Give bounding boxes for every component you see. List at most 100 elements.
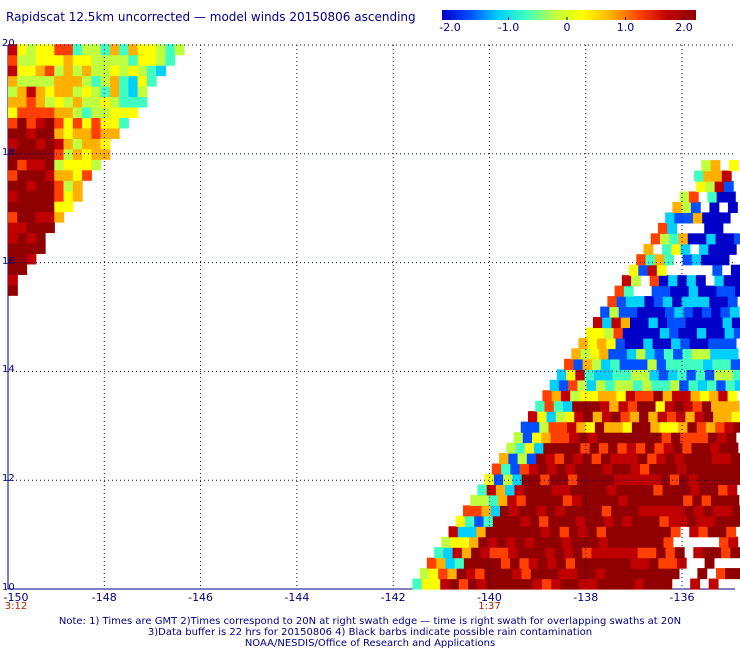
heatmap-cell [541, 432, 552, 444]
heatmap-cell [638, 505, 649, 517]
heatmap-cell [26, 54, 37, 66]
heatmap-cell [547, 463, 558, 475]
heatmap-cell [730, 264, 740, 276]
heatmap-cell [634, 578, 645, 590]
heatmap-cell [557, 421, 568, 433]
heatmap-cell [607, 296, 618, 308]
heatmap-cell [564, 358, 574, 370]
heatmap-cell [497, 494, 508, 506]
heatmap-cell [650, 515, 661, 527]
heatmap-cell [17, 75, 28, 87]
heatmap-cell [647, 264, 658, 276]
heatmap-cell [419, 568, 430, 580]
heatmap-cell [508, 453, 519, 465]
heatmap-cell [609, 400, 620, 412]
heatmap-cell [606, 578, 617, 590]
heatmap-cell [35, 211, 46, 223]
x-tick-label: -144 [284, 591, 310, 604]
heatmap-cell [35, 127, 46, 139]
heatmap-cell [447, 568, 458, 580]
heatmap-cell [690, 484, 701, 496]
swath-time-label: 1:37 [478, 601, 501, 612]
heatmap-cell [699, 484, 710, 496]
heatmap-cell [109, 75, 120, 87]
heatmap-cell [570, 536, 581, 548]
heatmap-cell [549, 568, 560, 580]
swath-time-label: 3:12 [4, 601, 28, 612]
heatmap-cell [643, 243, 654, 255]
heatmap-cell [679, 191, 690, 203]
x-tick-label: -142 [380, 591, 406, 604]
heatmap-cell [524, 442, 535, 454]
heatmap-cell [565, 557, 576, 569]
heatmap-cell [26, 201, 37, 213]
heatmap-cell [520, 421, 531, 433]
heatmap-cell [702, 212, 713, 224]
heatmap-cell [54, 180, 65, 192]
heatmap-cell [63, 127, 74, 139]
heatmap-cell [682, 442, 693, 454]
heatmap-cell [72, 159, 83, 171]
heatmap-cell [568, 379, 579, 391]
heatmap-cell [527, 411, 538, 423]
heatmap-cell [688, 379, 699, 391]
heatmap-cell [509, 505, 520, 517]
heatmap-cell [628, 358, 639, 370]
heatmap-cell [725, 473, 736, 485]
heatmap-cell [8, 263, 18, 275]
heatmap-cell [440, 578, 451, 590]
y-tick-label: 20 [2, 38, 15, 49]
heatmap-cell [82, 96, 92, 108]
heatmap-cell [128, 86, 139, 98]
heatmap-cell [696, 327, 707, 339]
y-tick-label: 12 [2, 473, 15, 485]
heatmap-cell [458, 578, 469, 590]
heatmap-cell [651, 473, 662, 485]
heatmap-cell [726, 526, 737, 538]
heatmap-cell [91, 148, 102, 160]
heatmap-cell [645, 348, 656, 360]
heatmap-cell [119, 117, 129, 129]
heatmap-cell [567, 568, 578, 580]
heatmap-cell [593, 369, 604, 381]
heatmap-cell [26, 44, 37, 56]
heatmap-cell [430, 578, 441, 590]
heatmap-cell [718, 296, 729, 308]
heatmap-cell [691, 348, 702, 360]
heatmap-cell [521, 473, 532, 485]
heatmap-cell [668, 515, 679, 527]
heatmap-cell [704, 557, 715, 569]
heatmap-cell [109, 54, 120, 66]
heatmap-cell [91, 117, 102, 129]
heatmap-cell [719, 348, 730, 360]
heatmap-cell [560, 390, 571, 402]
heatmap-cell [643, 578, 654, 590]
heatmap-cell [711, 306, 722, 318]
heatmap-cell [543, 536, 554, 548]
heatmap-cell [526, 453, 537, 465]
heatmap-cell [683, 494, 693, 506]
heatmap-cell [618, 306, 629, 318]
heatmap-cell [640, 369, 651, 381]
heatmap-cell [724, 233, 735, 245]
heatmap-cell [450, 536, 461, 548]
heatmap-cell [724, 421, 735, 433]
heatmap-cell [91, 96, 102, 108]
heatmap-cell [626, 348, 637, 360]
heatmap-cell [658, 557, 669, 569]
heatmap-cell [607, 536, 618, 548]
heatmap-cell [508, 547, 519, 559]
heatmap-cell [708, 243, 719, 255]
heatmap-cell [496, 536, 507, 548]
heatmap-cell [715, 327, 726, 339]
heatmap-cell [716, 191, 727, 203]
heatmap-cell [560, 484, 571, 496]
heatmap-cell [654, 442, 665, 454]
heatmap-cell [635, 536, 646, 548]
heatmap-cell [624, 432, 635, 444]
heatmap-cell [645, 254, 656, 266]
heatmap-cell [119, 106, 129, 119]
heatmap-cell [644, 536, 655, 548]
heatmap-cell [35, 96, 46, 108]
heatmap-cell [54, 211, 65, 223]
